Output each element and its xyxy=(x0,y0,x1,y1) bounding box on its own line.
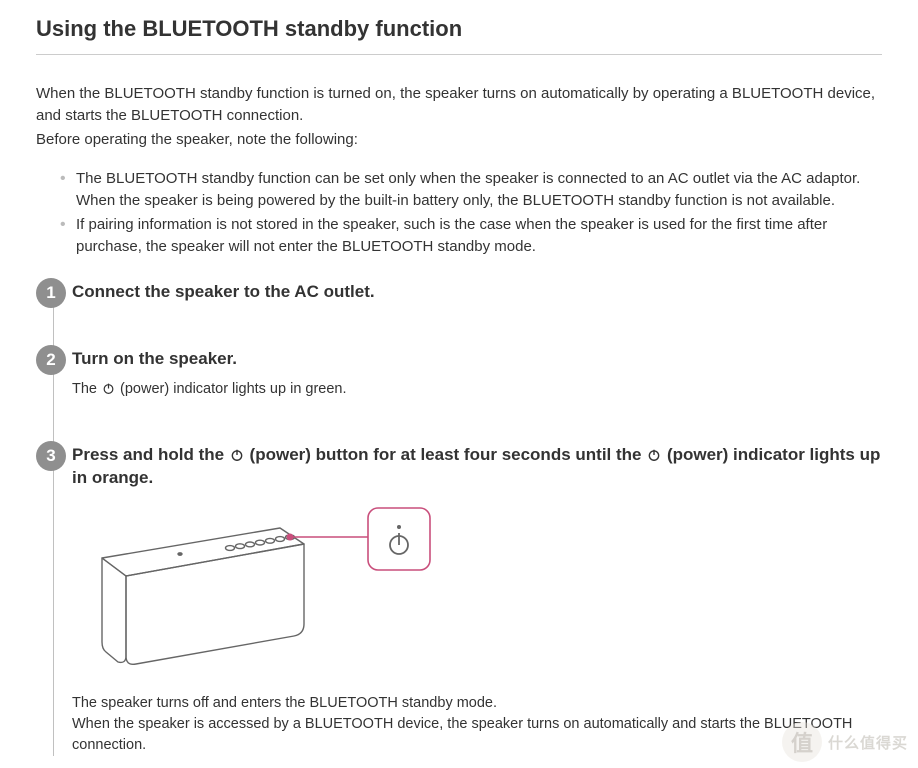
step-body: The (power) indicator lights up in green… xyxy=(72,379,882,400)
watermark-badge: 值 xyxy=(782,722,822,762)
document-page: Using the BLUETOOTH standby function Whe… xyxy=(0,0,918,756)
list-item: If pairing information is not stored in … xyxy=(60,214,882,258)
intro-paragraph-2: Before operating the speaker, note the f… xyxy=(36,129,882,151)
step-title: Press and hold the (power) button for at… xyxy=(72,444,882,490)
power-icon xyxy=(102,382,115,395)
step-title: Turn on the speaker. xyxy=(72,348,882,371)
text-fragment: (power) button for at least four seconds… xyxy=(245,445,646,464)
step-number-badge: 2 xyxy=(36,345,66,375)
power-icon xyxy=(230,448,244,462)
text-line: When the speaker is accessed by a BLUETO… xyxy=(72,714,882,756)
watermark-text: 什么值得买 xyxy=(828,732,908,753)
step-number-badge: 1 xyxy=(36,278,66,308)
step-3: 3 Press and hold the (power) button for … xyxy=(72,444,882,756)
step-body: The speaker turns off and enters the BLU… xyxy=(72,693,882,756)
power-icon xyxy=(647,448,661,462)
step-number-badge: 3 xyxy=(36,441,66,471)
list-item: The BLUETOOTH standby function can be se… xyxy=(60,168,882,212)
intro-block: When the BLUETOOTH standby function is t… xyxy=(36,83,882,150)
text-line: The speaker turns off and enters the BLU… xyxy=(72,693,882,714)
step-2: 2 Turn on the speaker. The (power) indic… xyxy=(72,348,882,400)
speaker-illustration xyxy=(72,504,882,677)
watermark: 值 什么值得买 xyxy=(782,722,908,762)
step-1: 1 Connect the speaker to the AC outlet. xyxy=(72,281,882,304)
step-title: Connect the speaker to the AC outlet. xyxy=(72,281,882,304)
intro-paragraph-1: When the BLUETOOTH standby function is t… xyxy=(36,83,882,127)
text-fragment: (power) indicator lights up in green. xyxy=(116,381,347,397)
steps-container: 1 Connect the speaker to the AC outlet. … xyxy=(36,281,882,756)
page-title: Using the BLUETOOTH standby function xyxy=(36,16,882,55)
notes-list: The BLUETOOTH standby function can be se… xyxy=(36,168,882,257)
text-fragment: Press and hold the xyxy=(72,445,229,464)
text-fragment: The xyxy=(72,381,101,397)
